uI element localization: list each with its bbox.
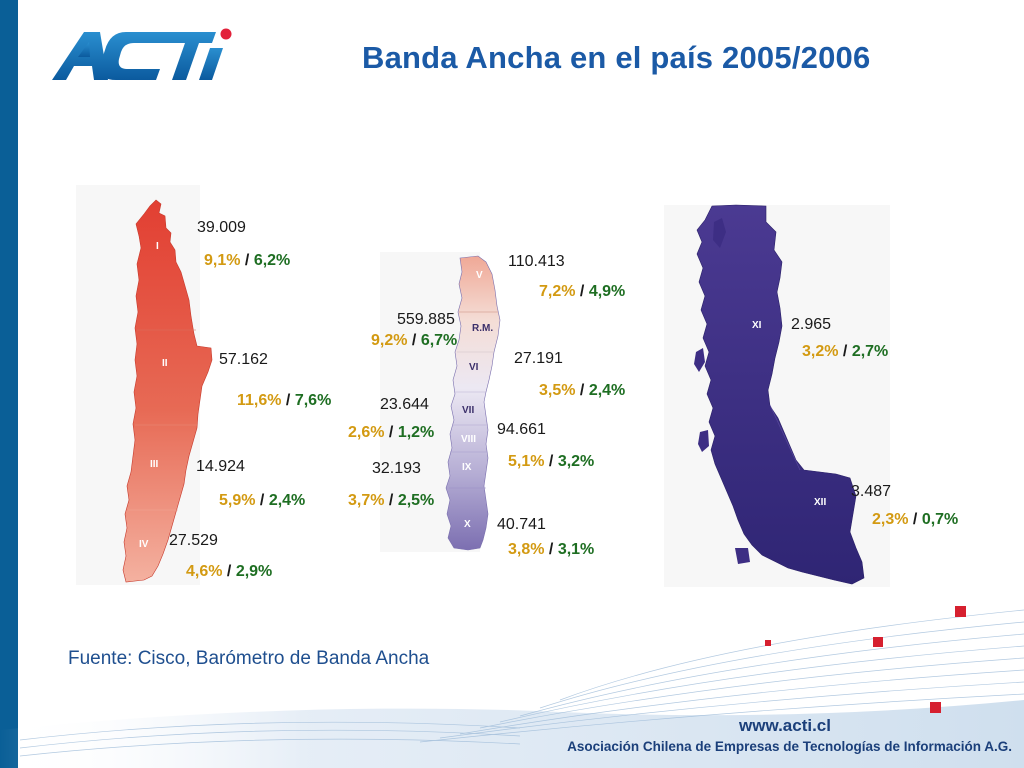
region-label: VII — [462, 405, 475, 416]
region-label: XII — [814, 497, 827, 508]
region-percentages: 4,6% / 2,9% — [186, 563, 273, 580]
region-percentages: 3,2% / 2,7% — [802, 343, 889, 360]
region-label: III — [150, 459, 159, 470]
region-label: XI — [752, 320, 762, 331]
region-label: II — [162, 358, 168, 369]
slide-title: Banda Ancha en el país 2005/2006 — [362, 40, 871, 75]
region-label: IX — [462, 462, 472, 473]
region-label: I — [156, 241, 159, 252]
region-subscribers: 3.487 — [851, 483, 892, 500]
region-label: V — [476, 270, 483, 281]
region-subscribers: 110.413 — [508, 253, 565, 270]
region-label: VI — [469, 362, 479, 373]
region-percentages: 2,3% / 0,7% — [872, 511, 959, 528]
region-label: IV — [139, 539, 149, 550]
region-percentages: 2,6% / 1,2% — [348, 424, 435, 441]
region-percentages: 7,2% / 4,9% — [539, 283, 626, 300]
footer-url-link[interactable]: www.acti.cl — [739, 716, 831, 735]
left-accent-bar — [0, 0, 18, 768]
south-island-fragment — [713, 218, 726, 248]
decor-square — [955, 606, 966, 617]
region-subscribers: 57.162 — [219, 351, 268, 368]
region-percentages: 5,1% / 3,2% — [508, 453, 595, 470]
region-percentages: 3,5% / 2,4% — [539, 382, 626, 399]
acti-logo — [52, 28, 232, 80]
region-percentages: 5,9% / 2,4% — [219, 492, 306, 509]
region-subscribers: 40.741 — [497, 516, 546, 533]
region-percentages: 9,1% / 6,2% — [204, 252, 291, 269]
source-note: Fuente: Cisco, Barómetro de Banda Ancha — [68, 648, 430, 669]
decor-square — [930, 702, 941, 713]
region-subscribers: 39.009 — [197, 219, 246, 236]
south-map-shape — [696, 204, 865, 585]
footer-organization: Asociación Chilena de Empresas de Tecnol… — [567, 739, 1012, 754]
region-subscribers: 27.529 — [169, 532, 218, 549]
region-subscribers: 559.885 — [397, 311, 455, 328]
central-map-shape — [445, 255, 501, 551]
region-percentages: 3,7% / 2,5% — [348, 492, 435, 509]
region-border-line — [769, 404, 801, 471]
region-subscribers: 32.193 — [372, 460, 421, 477]
north-map-shape — [122, 199, 213, 583]
region-percentages: 3,8% / 3,1% — [508, 541, 595, 558]
decor-square — [873, 637, 883, 647]
region-subscribers: 27.191 — [514, 350, 563, 367]
decor-square — [765, 640, 771, 646]
region-percentages: 11,6% / 7,6% — [237, 392, 332, 409]
region-subscribers: 94.661 — [497, 421, 546, 438]
region-subscribers: 23.644 — [380, 396, 429, 413]
region-subscribers: 14.924 — [196, 458, 245, 475]
region-label: X — [464, 519, 471, 530]
south-island-fragment — [694, 348, 705, 372]
region-percentages: 9,2% / 6,7% — [371, 332, 458, 349]
south-island-fragment — [698, 430, 709, 452]
region-subscribers: 2.965 — [791, 316, 832, 333]
region-label: R.M. — [472, 323, 494, 334]
region-label: VIII — [461, 434, 477, 445]
south-island-fragment — [735, 548, 750, 564]
